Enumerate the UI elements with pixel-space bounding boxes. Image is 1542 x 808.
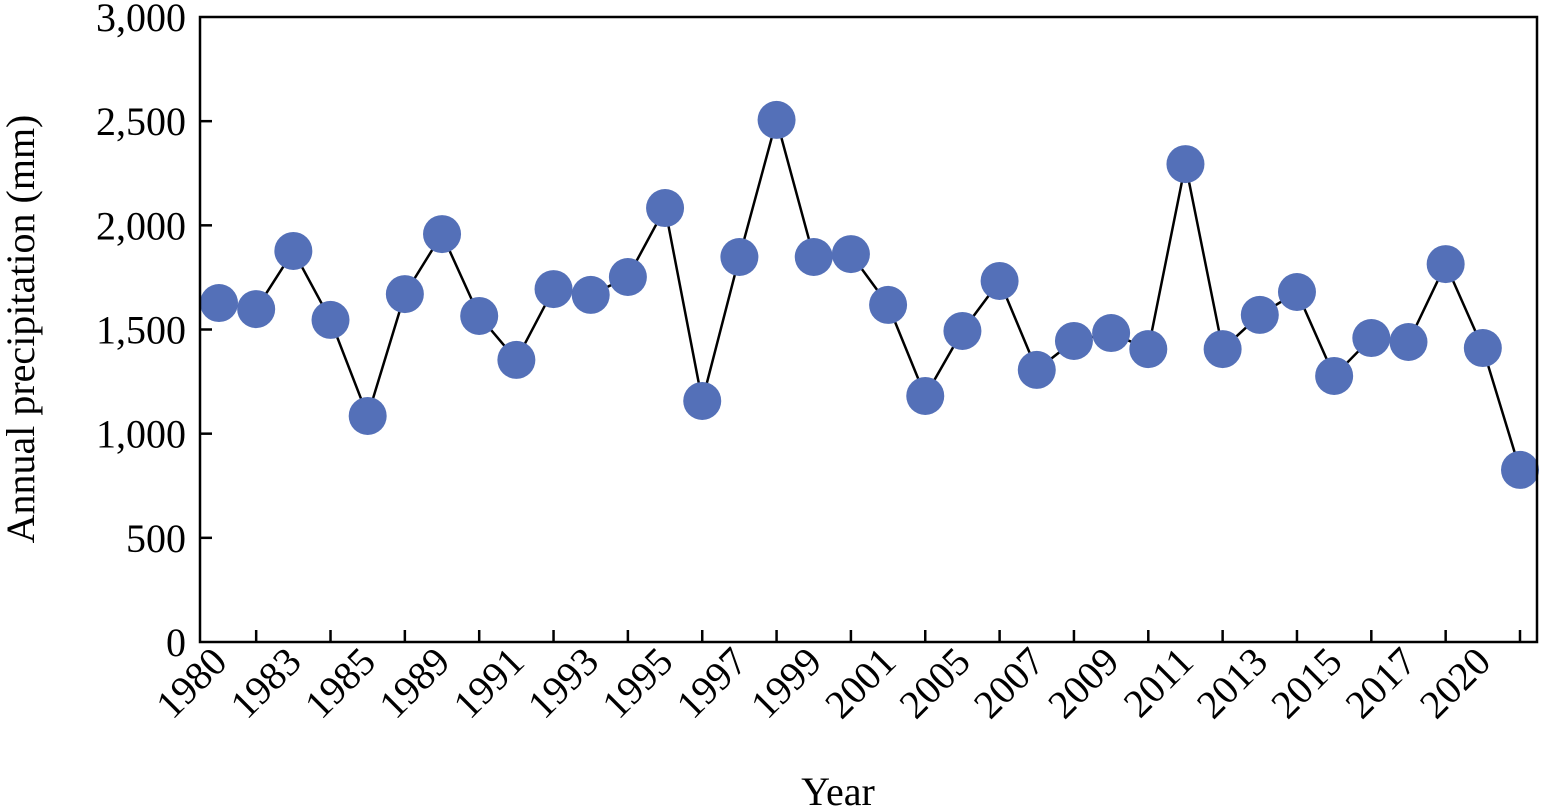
data-point bbox=[683, 381, 722, 420]
data-point bbox=[1501, 450, 1539, 489]
data-point bbox=[608, 258, 647, 296]
data-point bbox=[980, 261, 1019, 300]
y-tick-label: 2,500 bbox=[96, 99, 186, 144]
y-tick-label: 500 bbox=[126, 516, 186, 561]
x-tick-label: 1989 bbox=[370, 639, 458, 727]
x-tick-label: 1997 bbox=[667, 639, 755, 727]
x-tick-label: 2009 bbox=[1039, 639, 1127, 727]
data-point bbox=[1426, 245, 1465, 284]
x-tick-label: 1985 bbox=[296, 639, 384, 727]
data-point bbox=[497, 340, 536, 379]
data-point bbox=[534, 270, 573, 309]
data-point bbox=[906, 376, 945, 415]
data-point bbox=[943, 311, 982, 350]
data-point bbox=[794, 238, 833, 276]
y-tick-label: 0 bbox=[166, 620, 186, 665]
data-point bbox=[1463, 329, 1502, 368]
data-point bbox=[274, 231, 313, 270]
x-axis-title: Year bbox=[801, 769, 875, 808]
series-annual-precipitation bbox=[200, 100, 1539, 489]
data-point bbox=[1017, 350, 1056, 389]
data-point bbox=[1277, 273, 1316, 311]
data-point bbox=[385, 275, 424, 314]
y-tick-label: 2,000 bbox=[96, 203, 186, 248]
y-tick-label: 3,000 bbox=[96, 0, 186, 40]
x-tick-label: 2017 bbox=[1336, 639, 1424, 727]
data-point bbox=[646, 189, 685, 228]
data-point bbox=[720, 238, 759, 276]
x-tick-label: 2005 bbox=[890, 639, 978, 727]
x-tick-label: 2013 bbox=[1188, 639, 1276, 727]
x-tick-label: 1980 bbox=[147, 639, 235, 727]
x-tick-label: 1999 bbox=[742, 639, 830, 727]
data-point bbox=[311, 300, 350, 339]
data-point bbox=[1203, 330, 1242, 369]
data-point bbox=[831, 235, 870, 274]
y-axis: 0 500 1,000 1,500 2,000 2,500 3,000 bbox=[96, 0, 212, 665]
data-point bbox=[1389, 323, 1428, 361]
x-tick-label: 2011 bbox=[1114, 639, 1201, 726]
x-tick-label: 2020 bbox=[1411, 639, 1499, 727]
data-point bbox=[423, 215, 462, 254]
data-point bbox=[1092, 314, 1131, 353]
y-axis-title: Annual precipitation (mm) bbox=[0, 115, 43, 544]
data-point bbox=[460, 296, 499, 335]
data-point bbox=[1352, 319, 1391, 358]
data-point bbox=[1054, 321, 1093, 360]
data-point bbox=[869, 285, 908, 324]
data-point bbox=[1129, 330, 1168, 369]
data-point bbox=[571, 275, 610, 314]
data-point bbox=[757, 100, 796, 139]
data-point bbox=[348, 396, 387, 435]
data-point bbox=[1166, 145, 1205, 184]
x-axis: 1980198319851989199119931995199719992001… bbox=[147, 630, 1522, 727]
data-point bbox=[1315, 356, 1354, 395]
data-point bbox=[200, 284, 238, 323]
x-tick-label: 1995 bbox=[593, 639, 681, 727]
x-tick-label: 1983 bbox=[221, 639, 309, 727]
x-tick-label: 1993 bbox=[519, 639, 607, 727]
x-tick-label: 2015 bbox=[1262, 639, 1350, 727]
data-point bbox=[1240, 295, 1279, 334]
plot-frame bbox=[198, 15, 1539, 644]
y-tick-label: 1,500 bbox=[96, 308, 186, 353]
x-tick-label: 2007 bbox=[965, 639, 1053, 727]
y-tick-label: 1,000 bbox=[96, 412, 186, 457]
data-point bbox=[237, 290, 276, 329]
x-tick-label: 1991 bbox=[444, 639, 532, 727]
x-tick-label: 2001 bbox=[816, 639, 904, 727]
